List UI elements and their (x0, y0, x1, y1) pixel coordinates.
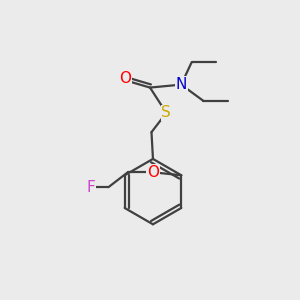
Text: S: S (161, 105, 171, 120)
Text: O: O (147, 165, 159, 180)
Text: O: O (119, 71, 131, 86)
Text: F: F (86, 180, 95, 195)
Text: N: N (176, 76, 187, 92)
